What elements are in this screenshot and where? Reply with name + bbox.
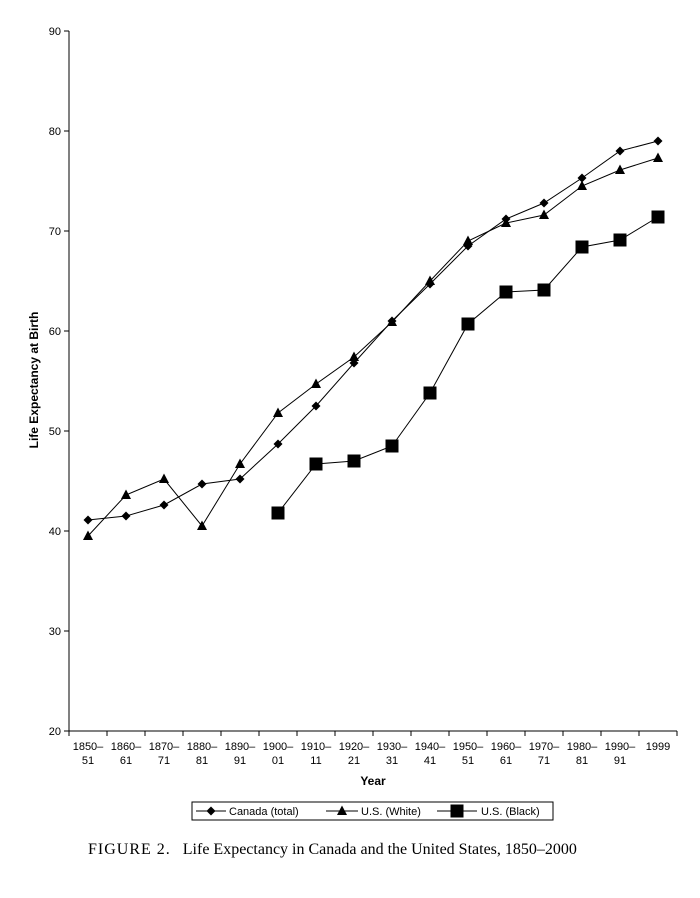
- data-point-u-s-black: [423, 386, 437, 400]
- x-tick-label: 51: [462, 755, 474, 767]
- data-point-canada-total: [273, 439, 283, 449]
- data-point-u-s-white: [349, 351, 359, 361]
- x-tick-label: 1990–: [605, 741, 636, 753]
- data-point-canada-total: [311, 401, 321, 411]
- x-tick-label: 71: [158, 755, 170, 767]
- x-tick-label: 31: [386, 755, 398, 767]
- x-tick-label: 61: [500, 755, 512, 767]
- data-point-u-s-black: [271, 506, 285, 520]
- x-tick-label: 1860–: [111, 741, 142, 753]
- data-point-canada-total: [577, 173, 587, 183]
- y-tick-label: 80: [49, 126, 61, 138]
- data-point-u-s-white: [159, 473, 169, 483]
- data-point-canada-total: [615, 146, 625, 156]
- x-tick-label: 51: [82, 755, 94, 767]
- data-point-canada-total: [83, 515, 93, 525]
- data-point-u-s-white: [83, 530, 93, 540]
- data-point-u-s-white: [387, 316, 397, 326]
- x-tick-label: 1940–: [415, 741, 446, 753]
- data-point-u-s-white: [425, 275, 435, 285]
- data-point-canada-total: [121, 511, 131, 521]
- axes: [68, 31, 677, 732]
- data-point-u-s-white: [197, 520, 207, 530]
- legend: Canada (total) U.S. (White) U.S. (Black): [191, 801, 554, 821]
- data-point-u-s-black: [575, 240, 589, 254]
- data-point-u-s-black: [309, 457, 323, 471]
- legend-label: Canada (total): [229, 806, 299, 818]
- x-tick-label: 41: [424, 755, 436, 767]
- figure-caption: FIGURE 2. Life Expectancy in Canada and t…: [88, 841, 577, 859]
- series-markers: [83, 136, 665, 540]
- x-tick-label: 81: [576, 755, 588, 767]
- x-tick-label: 91: [614, 755, 626, 767]
- data-point-u-s-white: [273, 407, 283, 417]
- data-point-u-s-white: [615, 164, 625, 174]
- x-tick-label: 1970–: [529, 741, 560, 753]
- x-tick-label: 11: [310, 755, 321, 767]
- data-point-u-s-black: [461, 317, 475, 331]
- x-tick-label: 71: [538, 755, 550, 767]
- x-tick-label: 1980–: [567, 741, 598, 753]
- legend-marker: [337, 805, 347, 815]
- figure-label: FIGURE 2.: [88, 841, 171, 858]
- y-tick-label: 60: [49, 326, 61, 338]
- x-tick-label: 21: [348, 755, 360, 767]
- y-tick-label: 90: [49, 26, 61, 38]
- data-point-canada-total: [539, 198, 549, 208]
- x-tick-label: 1890–: [225, 741, 256, 753]
- series-lines: [87, 140, 659, 537]
- data-point-u-s-black: [651, 210, 665, 224]
- x-tick-label: 91: [234, 755, 246, 767]
- x-tick-label: 1870–: [149, 741, 180, 753]
- data-point-u-s-black: [537, 283, 551, 297]
- legend-marker: [206, 806, 216, 816]
- y-axis-ticks: 20 30 40 50 60 70 80 90: [49, 26, 69, 738]
- data-point-u-s-white: [653, 152, 663, 162]
- y-axis-title: Life Expectancy at Birth: [27, 312, 41, 449]
- x-axis-ticks: 1850– 51 1860– 61 1870– 71 1880– 81 1890– 91 1900–…: [68, 731, 678, 767]
- data-point-u-s-white: [463, 235, 473, 245]
- data-point-u-s-white: [501, 217, 511, 227]
- y-tick-label: 40: [49, 526, 61, 538]
- x-tick-label: 1950–: [453, 741, 484, 753]
- data-point-u-s-white: [311, 378, 321, 388]
- data-point-u-s-black: [385, 439, 399, 453]
- y-tick-label: 30: [49, 626, 61, 638]
- x-tick-label: 1900–: [263, 741, 294, 753]
- data-point-canada-total: [653, 136, 663, 146]
- x-tick-label: 61: [120, 755, 132, 767]
- y-tick-label: 50: [49, 426, 61, 438]
- legend-box: [191, 801, 554, 821]
- x-tick-label: 1930–: [377, 741, 408, 753]
- series-line-u-s-white: [87, 157, 659, 537]
- x-tick-label: 1880–: [187, 741, 218, 753]
- data-point-u-s-black: [613, 233, 627, 247]
- legend-marker: [450, 804, 464, 818]
- legend-label: U.S. (Black): [481, 806, 540, 818]
- x-tick-label: 1910–: [301, 741, 332, 753]
- x-tick-label: 01: [272, 755, 284, 767]
- x-tick-label: 1850–: [73, 741, 104, 753]
- data-point-u-s-white: [235, 458, 245, 468]
- data-point-u-s-black: [347, 454, 361, 468]
- y-tick-label: 20: [49, 726, 61, 738]
- series-line-u-s-black: [277, 216, 659, 514]
- data-point-u-s-white: [539, 209, 549, 219]
- x-tick-label: 1999: [646, 741, 670, 753]
- data-point-u-s-white: [577, 180, 587, 190]
- x-tick-label: 1920–: [339, 741, 370, 753]
- x-tick-label: 1960–: [491, 741, 522, 753]
- data-point-canada-total: [235, 474, 245, 484]
- data-point-u-s-white: [121, 489, 131, 499]
- series-line-canada-total: [87, 140, 659, 521]
- figure-caption-text: Life Expectancy in Canada and the United…: [182, 841, 577, 858]
- data-point-u-s-black: [499, 285, 513, 299]
- data-point-canada-total: [159, 500, 169, 510]
- x-tick-label: 81: [196, 755, 208, 767]
- legend-label: U.S. (White): [361, 806, 421, 818]
- x-axis-title: Year: [360, 774, 386, 788]
- y-tick-label: 70: [49, 226, 61, 238]
- data-point-canada-total: [197, 479, 207, 489]
